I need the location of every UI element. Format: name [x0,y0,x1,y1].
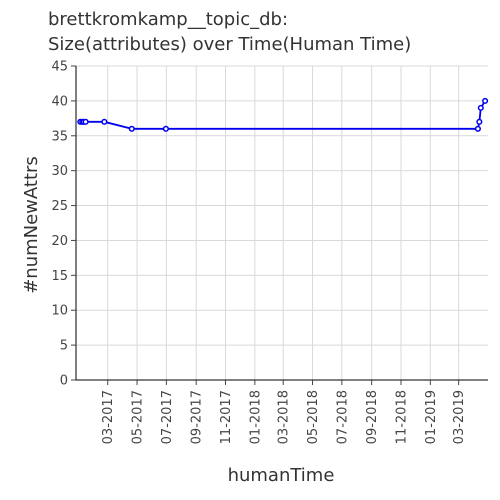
y-tick-label: 30 [51,164,68,179]
x-axis-ticks: 03-2017 05-2017 07-2017 09-2017 11-2017 01-20… [101,380,467,444]
data-point [128,125,135,132]
x-tick-label: 09-2018 [365,390,380,444]
y-axis-label: #numNewAttrs [21,156,42,294]
y-tick-label: 10 [51,304,68,319]
data-point [474,125,481,132]
data-point [162,125,169,132]
x-tick-label: 07-2018 [335,390,350,444]
data-point [82,118,89,125]
x-axis-label: humanTime [228,465,335,486]
y-tick-label: 40 [51,94,68,109]
grid [76,65,488,381]
y-tick-label: 35 [51,129,68,144]
data-point [101,118,108,125]
x-tick-label: 11-2017 [219,390,234,444]
chart-title-line-1: brettkromkamp__topic_db: [48,9,288,30]
x-tick-label: 01-2018 [248,390,263,444]
data-point [482,97,489,104]
data-point [476,118,483,125]
y-axis-ticks: 0 5 10 15 20 25 30 35 40 45 [51,60,76,389]
x-tick-label: 01-2019 [424,390,439,444]
x-tick-label: 03-2017 [101,390,116,444]
x-tick-label: 11-2018 [394,390,409,444]
y-tick-label: 5 [60,339,68,354]
y-tick-label: 20 [51,234,68,249]
series-points [77,97,489,132]
data-point [477,104,484,111]
x-tick-label: 03-2018 [277,390,292,444]
x-tick-label: 03-2019 [452,390,467,444]
x-tick-label: 07-2017 [160,390,175,444]
x-tick-label: 09-2017 [190,390,205,444]
x-tick-label: 05-2018 [306,390,321,444]
x-tick-label: 05-2017 [131,390,146,444]
y-tick-label: 25 [51,199,68,214]
y-tick-label: 0 [60,374,68,389]
y-tick-label: 45 [51,60,68,75]
chart-title-line-2: Size(attributes) over Time(Human Time) [48,34,411,55]
y-tick-label: 15 [51,269,68,284]
